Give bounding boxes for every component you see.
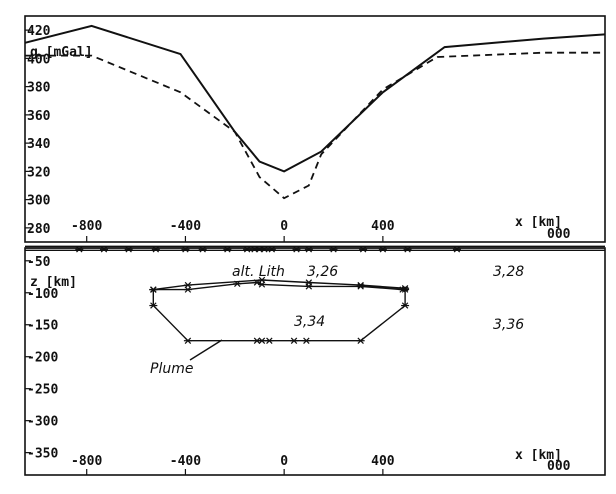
- model-y-tick-label: -150: [27, 319, 58, 334]
- gravity-panel-frame: [24, 15, 606, 243]
- moho-vertex: [223, 246, 232, 253]
- model-bodies: [25, 245, 605, 344]
- gravity-y-tick-label: 400: [27, 52, 51, 67]
- gravity-curves: [24, 24, 606, 200]
- model-x-tick-label: -800: [71, 454, 102, 469]
- gravity-y-tick-label: 420: [27, 24, 51, 39]
- plume-body-vertex: [302, 337, 311, 344]
- moho-vertex: [198, 246, 207, 253]
- plume-label: Plume: [150, 361, 193, 377]
- model-x-tick-label: -400: [170, 454, 201, 469]
- model-y-tick-label: -200: [27, 351, 58, 366]
- moho-vertex: [359, 246, 368, 253]
- moho-vertex: [267, 246, 276, 253]
- calculated-gravity-line: [25, 51, 605, 200]
- moho-vertex: [99, 246, 108, 253]
- moho-vertex: [181, 246, 190, 253]
- gravity-y-tick-label: 360: [27, 109, 51, 124]
- plume-label-leader: [189, 339, 223, 361]
- lithosphere-anomaly-body-vertex: [304, 279, 313, 286]
- gravity-x-axis: -800 -400 0 400: [71, 219, 395, 242]
- plume-body-vertex: [401, 286, 410, 293]
- moho-vertex: [243, 246, 252, 253]
- density-mantle-label: 3,36: [493, 317, 524, 333]
- gravity-y-tick-label: 380: [27, 81, 51, 96]
- gravity-x-tick-label: 400: [371, 219, 395, 234]
- gravity-x-tick-label: -800: [71, 219, 102, 234]
- model-y-tick-label: -300: [27, 415, 58, 430]
- moho-vertex: [260, 246, 269, 253]
- moho-vertex: [452, 246, 461, 253]
- moho-vertex: [304, 246, 313, 253]
- moho-vertex: [329, 246, 338, 253]
- moho-vertex: [292, 246, 301, 253]
- moho-vertex: [378, 246, 387, 253]
- lithosphere-anomaly-body-vertex: [183, 281, 192, 289]
- lithosphere-anomaly-body-vertex: [304, 283, 313, 290]
- plume-body-vertex: [257, 337, 266, 344]
- gravity-y-axis-label: g [mGal]: [30, 45, 93, 60]
- observed-gravity-line: [24, 24, 606, 173]
- moho-vertex: [403, 246, 412, 253]
- model-y-tick-label: -350: [27, 447, 58, 462]
- plume-body-vertex: [401, 302, 410, 309]
- moho-vertex: [124, 246, 133, 253]
- model-y-axis: -50 -100 -150 -200 -250 -300 -350: [25, 255, 58, 462]
- model-panel-frame: [24, 247, 606, 476]
- plume-body-vertex: [290, 337, 299, 344]
- moho-vertex: [151, 246, 160, 253]
- model-y-tick-label: -100: [27, 287, 58, 302]
- model-x-tick-label: 400: [371, 454, 395, 469]
- model-x-axis-label: x [km]: [515, 448, 562, 463]
- plume-body: [152, 289, 406, 342]
- moho-vertex: [75, 246, 84, 253]
- model-x-axis-label-suffix: 000: [547, 459, 571, 474]
- anomalous-lithosphere-label: alt. Lith: [232, 264, 285, 280]
- plume-body-vertex: [356, 337, 365, 344]
- lithosphere-anomaly-body-vertex: [257, 276, 266, 284]
- gravity-x-tick-label: -400: [170, 219, 201, 234]
- density-lith-anomaly-label: 3,26: [307, 264, 338, 280]
- gravity-y-tick-label: 320: [27, 165, 51, 180]
- model-y-tick-label: -50: [27, 255, 51, 270]
- plume-body-vertex: [265, 337, 274, 344]
- model-y-tick-label: -250: [27, 383, 58, 398]
- gravity-x-axis-label: x [km]: [515, 215, 562, 230]
- density-plume-label: 3,34: [294, 314, 325, 330]
- gravity-y-axis: 420 400 380 360 340 320 300 280: [25, 24, 51, 237]
- plume-body-vertex: [149, 302, 158, 309]
- lithosphere-anomaly-body-vertex: [356, 281, 365, 289]
- gravity-y-tick-label: 280: [27, 222, 51, 237]
- gravity-x-tick-label: 0: [280, 219, 288, 234]
- model-x-axis: -800 -400 0 400: [71, 454, 395, 475]
- plume-body-vertex: [149, 286, 158, 293]
- gravity-x-axis-label-suffix: 000: [547, 227, 571, 242]
- gravity-y-tick-label: 340: [27, 137, 51, 152]
- density-lith-normal-label: 3,28: [493, 264, 524, 280]
- gravity-y-tick-label: 300: [27, 194, 51, 209]
- model-y-axis-label: z [km]: [30, 275, 77, 290]
- lithosphere-anomaly-body-vertex: [233, 280, 242, 288]
- model-x-tick-label: 0: [280, 454, 288, 469]
- plume-body-vertex: [183, 337, 192, 344]
